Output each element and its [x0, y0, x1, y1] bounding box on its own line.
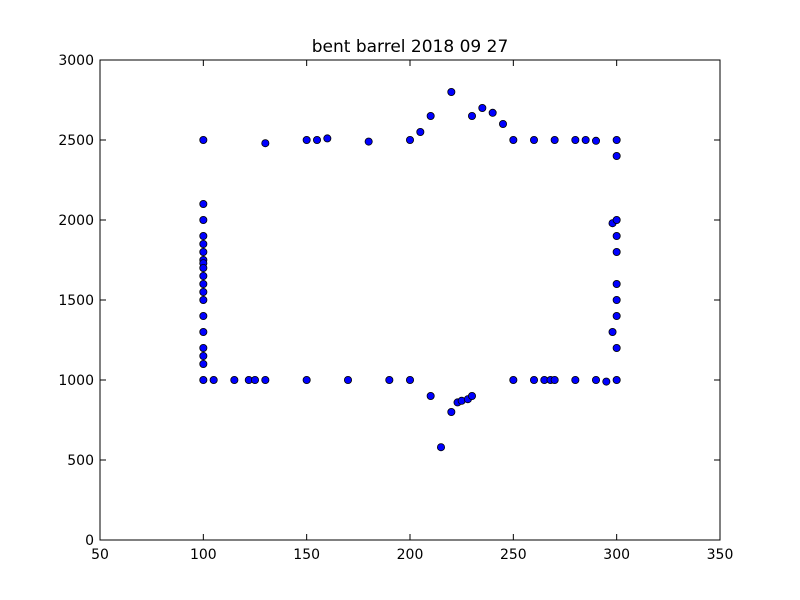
scatter-point: [199, 215, 208, 224]
scatter-point: [571, 135, 580, 144]
scatter-point: [199, 295, 208, 304]
scatter-point: [488, 108, 497, 117]
scatter-point: [385, 375, 394, 384]
scatter-point: [312, 135, 321, 144]
scatter-point: [426, 112, 435, 121]
scatter-point: [302, 135, 311, 144]
scatter-point: [199, 279, 208, 288]
scatter-point: [343, 375, 352, 384]
scatter-point: [199, 239, 208, 248]
scatter-point: [612, 151, 621, 160]
scatter-point: [612, 311, 621, 320]
y-axis: 0 500 1000 1500 2000 2500 3000: [58, 53, 720, 549]
scatter-point: [199, 351, 208, 360]
y-tick-label: 0: [85, 533, 94, 549]
scatter-point: [199, 247, 208, 256]
y-tick-label: 2500: [58, 133, 94, 149]
scatter-point: [447, 88, 456, 97]
scatter-point: [608, 327, 617, 336]
scatter-point: [199, 135, 208, 144]
x-tick-label: 50: [91, 547, 109, 563]
scatter-point: [199, 231, 208, 240]
scatter-point: [261, 375, 270, 384]
scatter-point: [509, 135, 518, 144]
scatter-point: [581, 135, 590, 144]
x-tick-label: 200: [397, 547, 424, 563]
scatter-point: [612, 231, 621, 240]
scatter-point: [612, 295, 621, 304]
y-tick-label: 1500: [58, 293, 94, 309]
scatter-point: [571, 375, 580, 384]
scatter-point: [405, 135, 414, 144]
scatter-point: [436, 443, 445, 452]
x-tick-label: 350: [707, 547, 734, 563]
scatter-point: [592, 375, 601, 384]
scatter-point: [612, 279, 621, 288]
plot-area: [99, 59, 721, 541]
scatter-point: [199, 271, 208, 280]
y-tick-label: 500: [67, 453, 94, 469]
scatter-point: [612, 215, 621, 224]
y-tick-label: 1000: [58, 373, 94, 389]
scatter-point: [230, 375, 239, 384]
scatter-point: [199, 199, 208, 208]
scatter-point: [612, 375, 621, 384]
scatter-point: [612, 343, 621, 352]
scatter-point: [612, 135, 621, 144]
scatter-point: [550, 135, 559, 144]
scatter-point: [426, 391, 435, 400]
scatter-point: [530, 135, 539, 144]
scatter-point: [261, 139, 270, 148]
x-tick-label: 300: [603, 547, 630, 563]
scatter-point: [592, 136, 601, 145]
scatter-point: [530, 375, 539, 384]
scatter-points: [199, 88, 621, 452]
scatter-point: [612, 247, 621, 256]
scatter-point: [199, 343, 208, 352]
scatter-point: [199, 327, 208, 336]
x-tick-label: 150: [293, 547, 320, 563]
scatter-point: [250, 375, 259, 384]
scatter-point: [498, 120, 507, 129]
scatter-point: [447, 407, 456, 416]
x-tick-label: 100: [190, 547, 217, 563]
chart-title: bent barrel 2018 09 27: [312, 37, 509, 57]
scatter-point: [467, 112, 476, 121]
scatter-point: [199, 263, 208, 272]
scatter-point: [323, 134, 332, 143]
scatter-point: [199, 359, 208, 368]
scatter-point: [467, 391, 476, 400]
y-tick-label: 2000: [58, 213, 94, 229]
scatter-point: [478, 104, 487, 113]
scatter-point: [209, 375, 218, 384]
scatter-point: [550, 375, 559, 384]
x-axis: 50 100 150 200 250 300 350: [91, 60, 733, 563]
scatter-point: [364, 137, 373, 146]
y-tick-label: 3000: [58, 53, 94, 69]
x-tick-label: 250: [500, 547, 527, 563]
scatter-point: [199, 287, 208, 296]
scatter-point: [602, 377, 611, 386]
scatter-point: [416, 127, 425, 136]
scatter-point: [199, 311, 208, 320]
scatter-point: [405, 375, 414, 384]
scatter-point: [509, 375, 518, 384]
scatter-point: [302, 375, 311, 384]
scatter-point: [199, 375, 208, 384]
